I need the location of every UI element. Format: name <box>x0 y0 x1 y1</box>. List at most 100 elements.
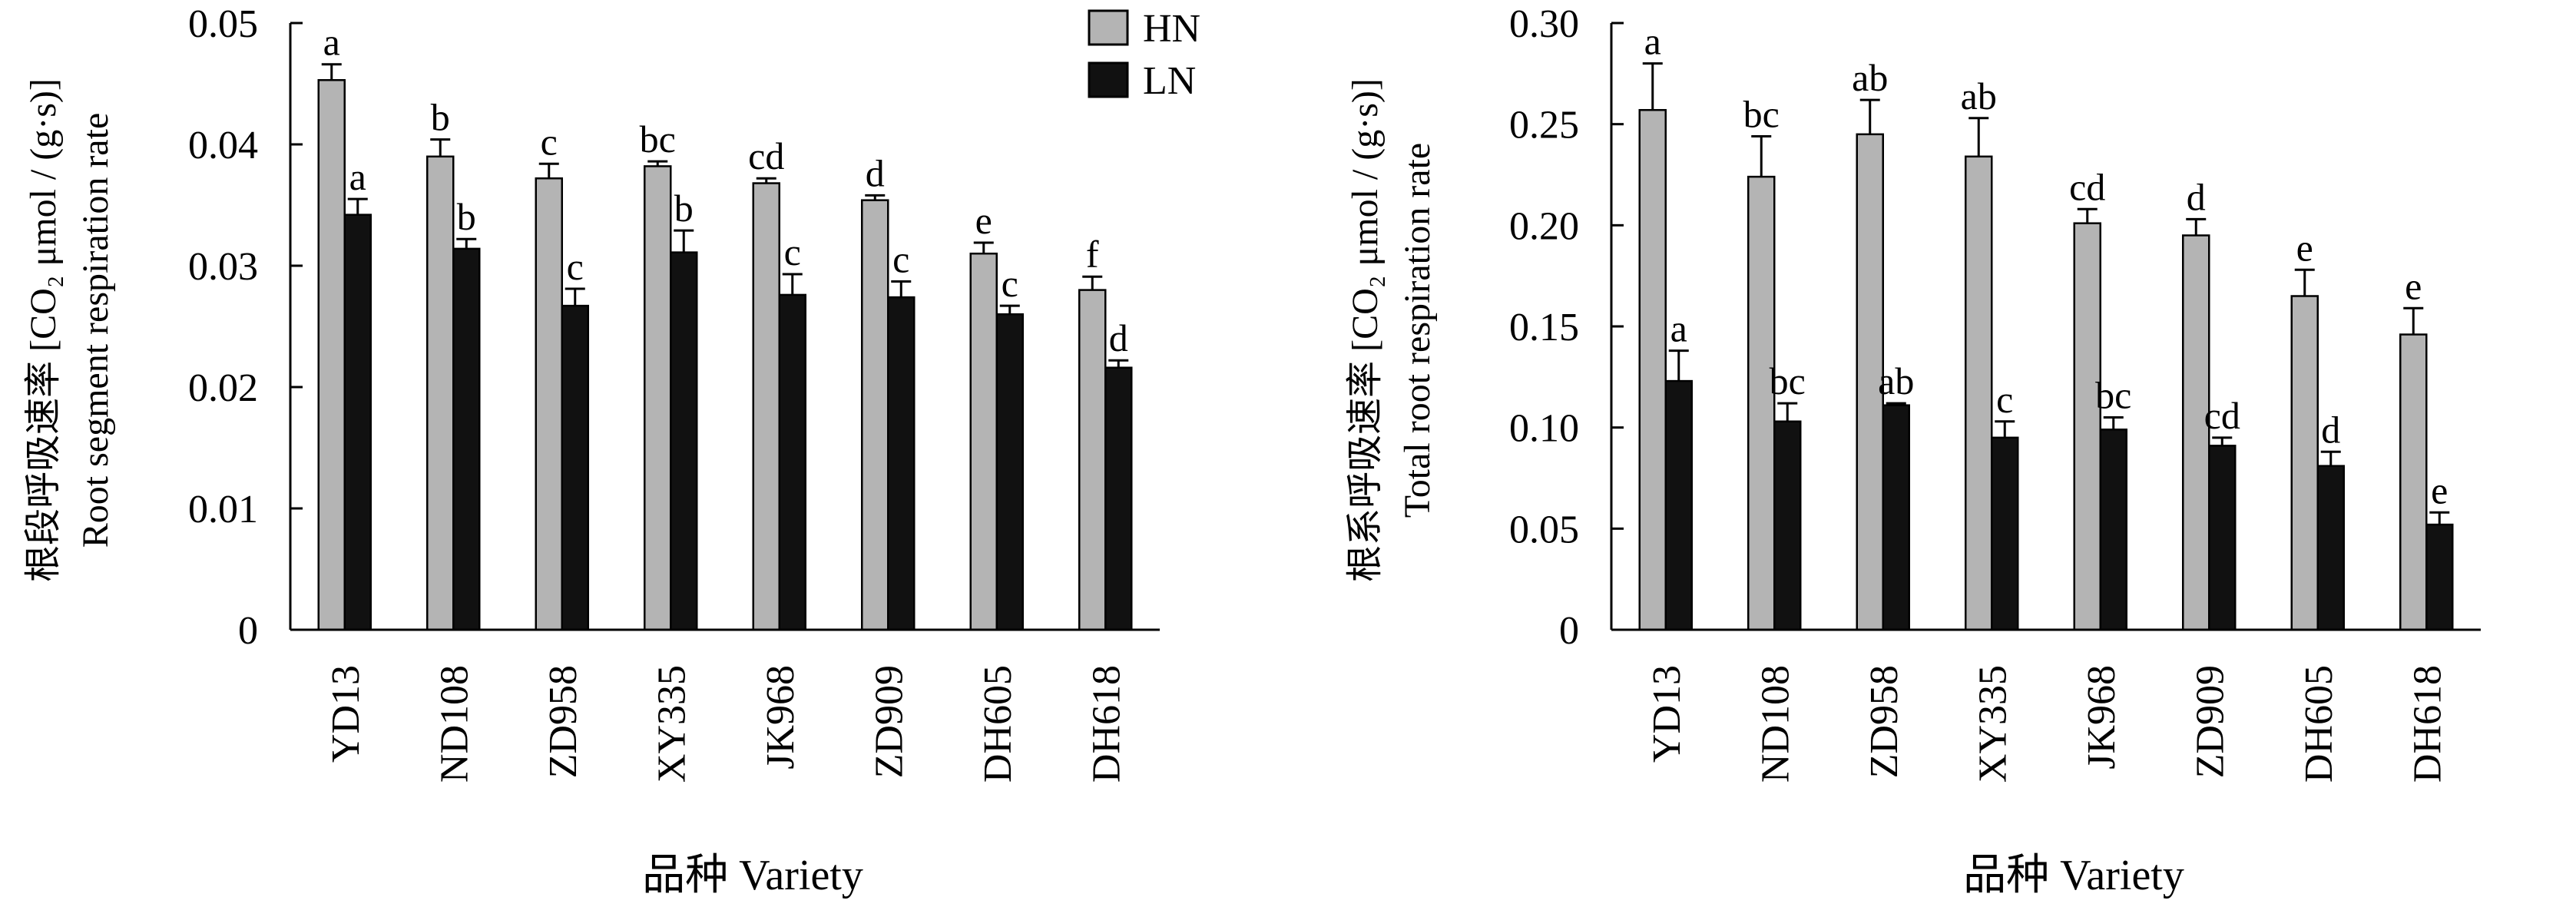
y-tick-label: 0 <box>238 609 258 653</box>
bar-hn <box>1965 155 1993 631</box>
significance-letter: bc <box>640 118 676 161</box>
y-tick-label: 0.05 <box>188 2 258 46</box>
y-tick-label: 0.05 <box>1509 508 1579 551</box>
legend-label-ln: LN <box>1143 59 1196 103</box>
significance-letter: e <box>975 199 992 242</box>
bar-hn <box>535 177 563 631</box>
significance-letter: c <box>784 230 801 273</box>
bar-ln <box>1664 379 1693 631</box>
y-tick-label: 0.15 <box>1509 306 1579 349</box>
x-tick-label: ZD909 <box>2188 665 2232 778</box>
significance-letter: bc <box>1770 359 1806 402</box>
bar-ln <box>887 296 916 631</box>
y-axis-label-en: Root segment respiration rate <box>75 113 116 548</box>
y-axis-label-en: Total root respiration rate <box>1397 143 1438 518</box>
significance-letter: ab <box>1852 56 1888 99</box>
bar-ln <box>670 251 698 631</box>
x-tick-label: JK968 <box>759 665 803 770</box>
bar-hn <box>644 165 672 631</box>
axes: 0 0.01 0.02 0.03 0.04 0.05 YD13 ND108 ZD958 XY335… <box>188 2 1160 783</box>
significance-letter: b <box>431 96 450 139</box>
legend: HN LN <box>1088 7 1200 103</box>
x-tick-label: DH618 <box>2405 665 2449 783</box>
significance-letter: bc <box>1743 92 1780 135</box>
significance-letter: f <box>1086 233 1099 276</box>
significance-letter: ab <box>1961 74 1997 118</box>
bar-ln <box>995 313 1024 631</box>
y-tick-label: 0.03 <box>188 245 258 289</box>
x-axis-label: 品种 Variety <box>1963 852 2184 899</box>
y-tick-label: 0 <box>1559 609 1579 653</box>
bar-hn <box>861 199 889 631</box>
significance-letter: d <box>2187 175 2206 218</box>
bar-ln <box>2316 465 2345 631</box>
bar-hn <box>1638 108 1667 631</box>
significance-letter: a <box>1644 20 1661 63</box>
bar-hn <box>2399 333 2428 631</box>
bar-ln <box>1882 404 1910 631</box>
bar-hn <box>752 182 780 631</box>
y-tick-label: 0.30 <box>1509 2 1579 46</box>
x-tick-label: ZD909 <box>867 665 911 778</box>
significance-letter: d <box>1109 316 1128 359</box>
significance-letter: b <box>674 187 694 230</box>
bar-hn <box>969 252 998 631</box>
significance-letter: a <box>349 155 366 198</box>
significance-letter: cd <box>2069 165 2105 208</box>
axes: 0 0.05 0.10 0.15 0.20 0.25 0.30 YD13 ND108 ZD958 X… <box>1509 2 2481 783</box>
y-tick-label: 0.25 <box>1509 104 1579 147</box>
significance-letter: d <box>2321 408 2340 451</box>
significance-letter: c <box>541 120 558 163</box>
significance-letter: c <box>567 245 584 288</box>
significance-letter: d <box>866 151 885 194</box>
legend-swatch-hn <box>1088 9 1129 46</box>
y-tick-label: 0.10 <box>1509 407 1579 451</box>
y-axis-label-cn: 根段呼吸速率 [CO₂ μmol / (g·s)] <box>23 78 64 582</box>
bar-hn <box>2073 222 2101 631</box>
x-tick-label: YD13 <box>1645 665 1689 763</box>
y-axis-label-cn: 根系呼吸速率 [CO₂ μmol / (g·s)] <box>1345 78 1386 582</box>
bar-ln <box>1773 420 1802 631</box>
significance-letter: c <box>892 238 909 281</box>
x-tick-label: YD13 <box>324 665 368 763</box>
significance-letter: b <box>457 195 476 238</box>
significance-letter: cd <box>2204 394 2240 437</box>
significance-letter: e <box>2405 264 2422 307</box>
bar-ln <box>343 214 372 631</box>
bar-hn <box>1856 133 1884 631</box>
x-tick-label: ND108 <box>432 665 476 783</box>
y-tick-label: 0.04 <box>188 124 258 167</box>
x-tick-label: DH605 <box>976 665 1020 783</box>
bar-ln <box>452 247 481 631</box>
bar-hn <box>426 155 455 631</box>
y-tick-label: 0.01 <box>188 488 258 531</box>
legend-swatch-ln <box>1088 61 1129 98</box>
x-tick-label: ZD958 <box>1862 665 1906 778</box>
x-tick-label: ND108 <box>1753 665 1797 783</box>
y-tick-label: 0.20 <box>1509 204 1579 248</box>
bar-ln <box>2099 429 2127 631</box>
x-tick-label: ZD958 <box>541 665 585 778</box>
y-tick-label: 0.02 <box>188 366 258 410</box>
bar-ln <box>1991 436 2019 631</box>
significance-letter: e <box>2296 226 2313 269</box>
bar-hn <box>2182 234 2210 631</box>
x-tick-label: XY335 <box>1971 665 2015 783</box>
bar-hn <box>1078 289 1107 631</box>
bar-ln <box>2425 523 2454 631</box>
bar-ln <box>778 293 806 631</box>
significance-letter: cd <box>748 134 784 177</box>
bar-ln <box>561 304 589 631</box>
x-tick-label: XY335 <box>650 665 694 783</box>
significance-letter: bc <box>2095 374 2131 417</box>
significance-letter: a <box>1670 307 1687 350</box>
x-tick-label: DH618 <box>1084 665 1128 783</box>
x-tick-label: JK968 <box>2080 665 2124 770</box>
bar-hn <box>1747 175 1776 631</box>
significance-letter: c <box>1002 262 1018 305</box>
bar-hn <box>317 79 346 631</box>
